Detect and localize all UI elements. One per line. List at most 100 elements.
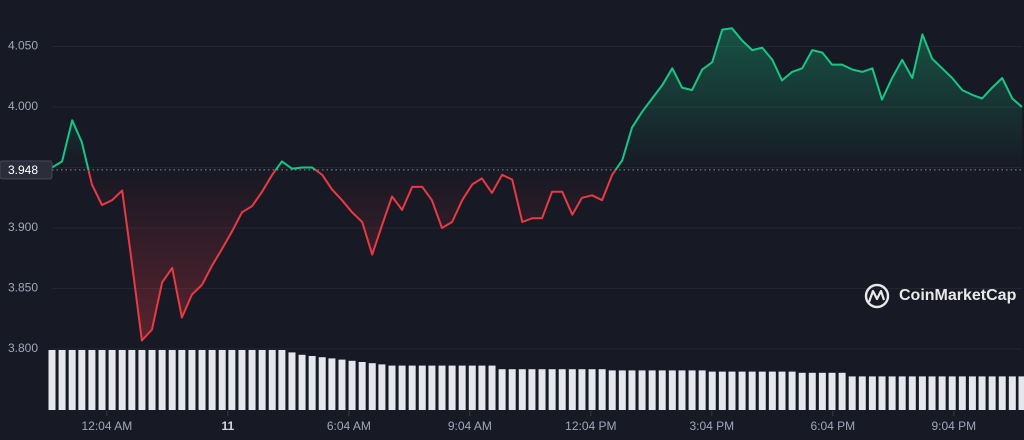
x-tick-label: 12:04 PM xyxy=(565,419,616,433)
y-tick-label: 4.000 xyxy=(8,99,38,113)
volume-bar xyxy=(628,370,636,410)
volume-bar xyxy=(1018,376,1024,410)
logo-mark xyxy=(867,289,886,303)
x-tick-label: 9:04 AM xyxy=(448,419,492,433)
volume-bar xyxy=(878,376,886,410)
volume-bar xyxy=(678,370,686,410)
volume-bar xyxy=(708,371,716,410)
volume-bar xyxy=(98,350,106,410)
volume-bar xyxy=(568,369,576,410)
volume-bar xyxy=(1008,376,1016,410)
price-line xyxy=(51,27,1023,342)
volume-bar xyxy=(948,376,956,410)
volume-bar xyxy=(408,365,416,410)
volume-bar xyxy=(968,376,976,410)
volume-bar xyxy=(168,350,176,410)
volume-bar xyxy=(518,369,526,410)
volume-bar xyxy=(208,350,216,410)
volume-bar xyxy=(918,376,926,410)
volume-bar xyxy=(838,372,846,410)
volume-bar xyxy=(428,365,436,410)
volume-bar xyxy=(128,350,136,410)
volume-bar xyxy=(558,369,566,410)
volume-bar xyxy=(818,372,826,410)
volume-bar xyxy=(718,371,726,410)
volume-bar xyxy=(808,372,816,410)
volume-bar xyxy=(458,365,466,410)
volume-bar xyxy=(528,369,536,410)
price-area xyxy=(52,28,1022,341)
volume-bar xyxy=(768,371,776,410)
volume-bar xyxy=(68,350,76,410)
y-tick-label: 3.850 xyxy=(8,281,38,295)
watermark-text: CoinMarketCap xyxy=(899,287,1017,304)
volume-bar xyxy=(828,372,836,410)
volume-bar xyxy=(378,364,386,410)
volume-bar xyxy=(988,376,996,410)
volume-bar xyxy=(268,350,276,410)
logo xyxy=(864,283,890,309)
volume-bar xyxy=(308,356,316,410)
volume-bar xyxy=(468,365,476,410)
volume-bar xyxy=(898,376,906,410)
volume-bar xyxy=(148,350,156,410)
volume-bar xyxy=(868,376,876,410)
volume-bar xyxy=(538,369,546,410)
volume-bar xyxy=(638,370,646,410)
volume-bar xyxy=(448,365,456,410)
volume-bar xyxy=(778,371,786,410)
volume-bar xyxy=(178,350,186,410)
volume-bar xyxy=(118,350,126,410)
volume-bar xyxy=(728,371,736,410)
volume-bar xyxy=(348,360,356,410)
watermark: CoinMarketCap xyxy=(864,283,1017,309)
volume-bar xyxy=(848,376,856,410)
volume-bar xyxy=(278,350,286,410)
volume-bar xyxy=(498,369,506,410)
volume-bar xyxy=(608,370,616,410)
volume-bar xyxy=(398,365,406,410)
volume-bar xyxy=(48,350,56,410)
volume-bar xyxy=(958,376,966,410)
x-tick-label: 3:04 PM xyxy=(689,419,734,433)
volume-bar xyxy=(318,357,326,410)
volume-bar xyxy=(198,350,206,410)
x-tick-label: 9:04 PM xyxy=(931,419,976,433)
volume-bar xyxy=(438,365,446,410)
volume-bar xyxy=(418,365,426,410)
volume-bar xyxy=(648,370,656,410)
volume-bar xyxy=(688,370,696,410)
volume-bar xyxy=(188,350,196,410)
volume-bar xyxy=(858,376,866,410)
volume-bar xyxy=(138,350,146,410)
volume-bar xyxy=(668,370,676,410)
volume-bar xyxy=(578,369,586,410)
volume-bar xyxy=(478,365,486,410)
volume-bar xyxy=(298,354,306,410)
volume-bar xyxy=(108,350,116,410)
volume-bar xyxy=(368,363,376,410)
volume-bar xyxy=(358,362,366,410)
volume-bar xyxy=(388,365,396,410)
volume-bar xyxy=(698,370,706,410)
x-tick-label: 6:04 PM xyxy=(810,419,855,433)
volume-bar xyxy=(548,369,556,410)
volume-bar xyxy=(938,376,946,410)
y-tick-label: 3.900 xyxy=(8,220,38,234)
volume-bar xyxy=(258,350,266,410)
volume-bar xyxy=(158,350,166,410)
volume-bar xyxy=(78,350,86,410)
volume-bar xyxy=(748,371,756,410)
volume-bar xyxy=(248,350,256,410)
volume-bar xyxy=(228,350,236,410)
baseline-label-box xyxy=(0,160,53,180)
volume-bar xyxy=(928,376,936,410)
volume-bar xyxy=(58,350,66,410)
x-tick-label: 11 xyxy=(222,419,235,433)
volume-bar xyxy=(488,365,496,410)
volume-bar xyxy=(798,372,806,410)
volume-bar xyxy=(998,376,1006,410)
